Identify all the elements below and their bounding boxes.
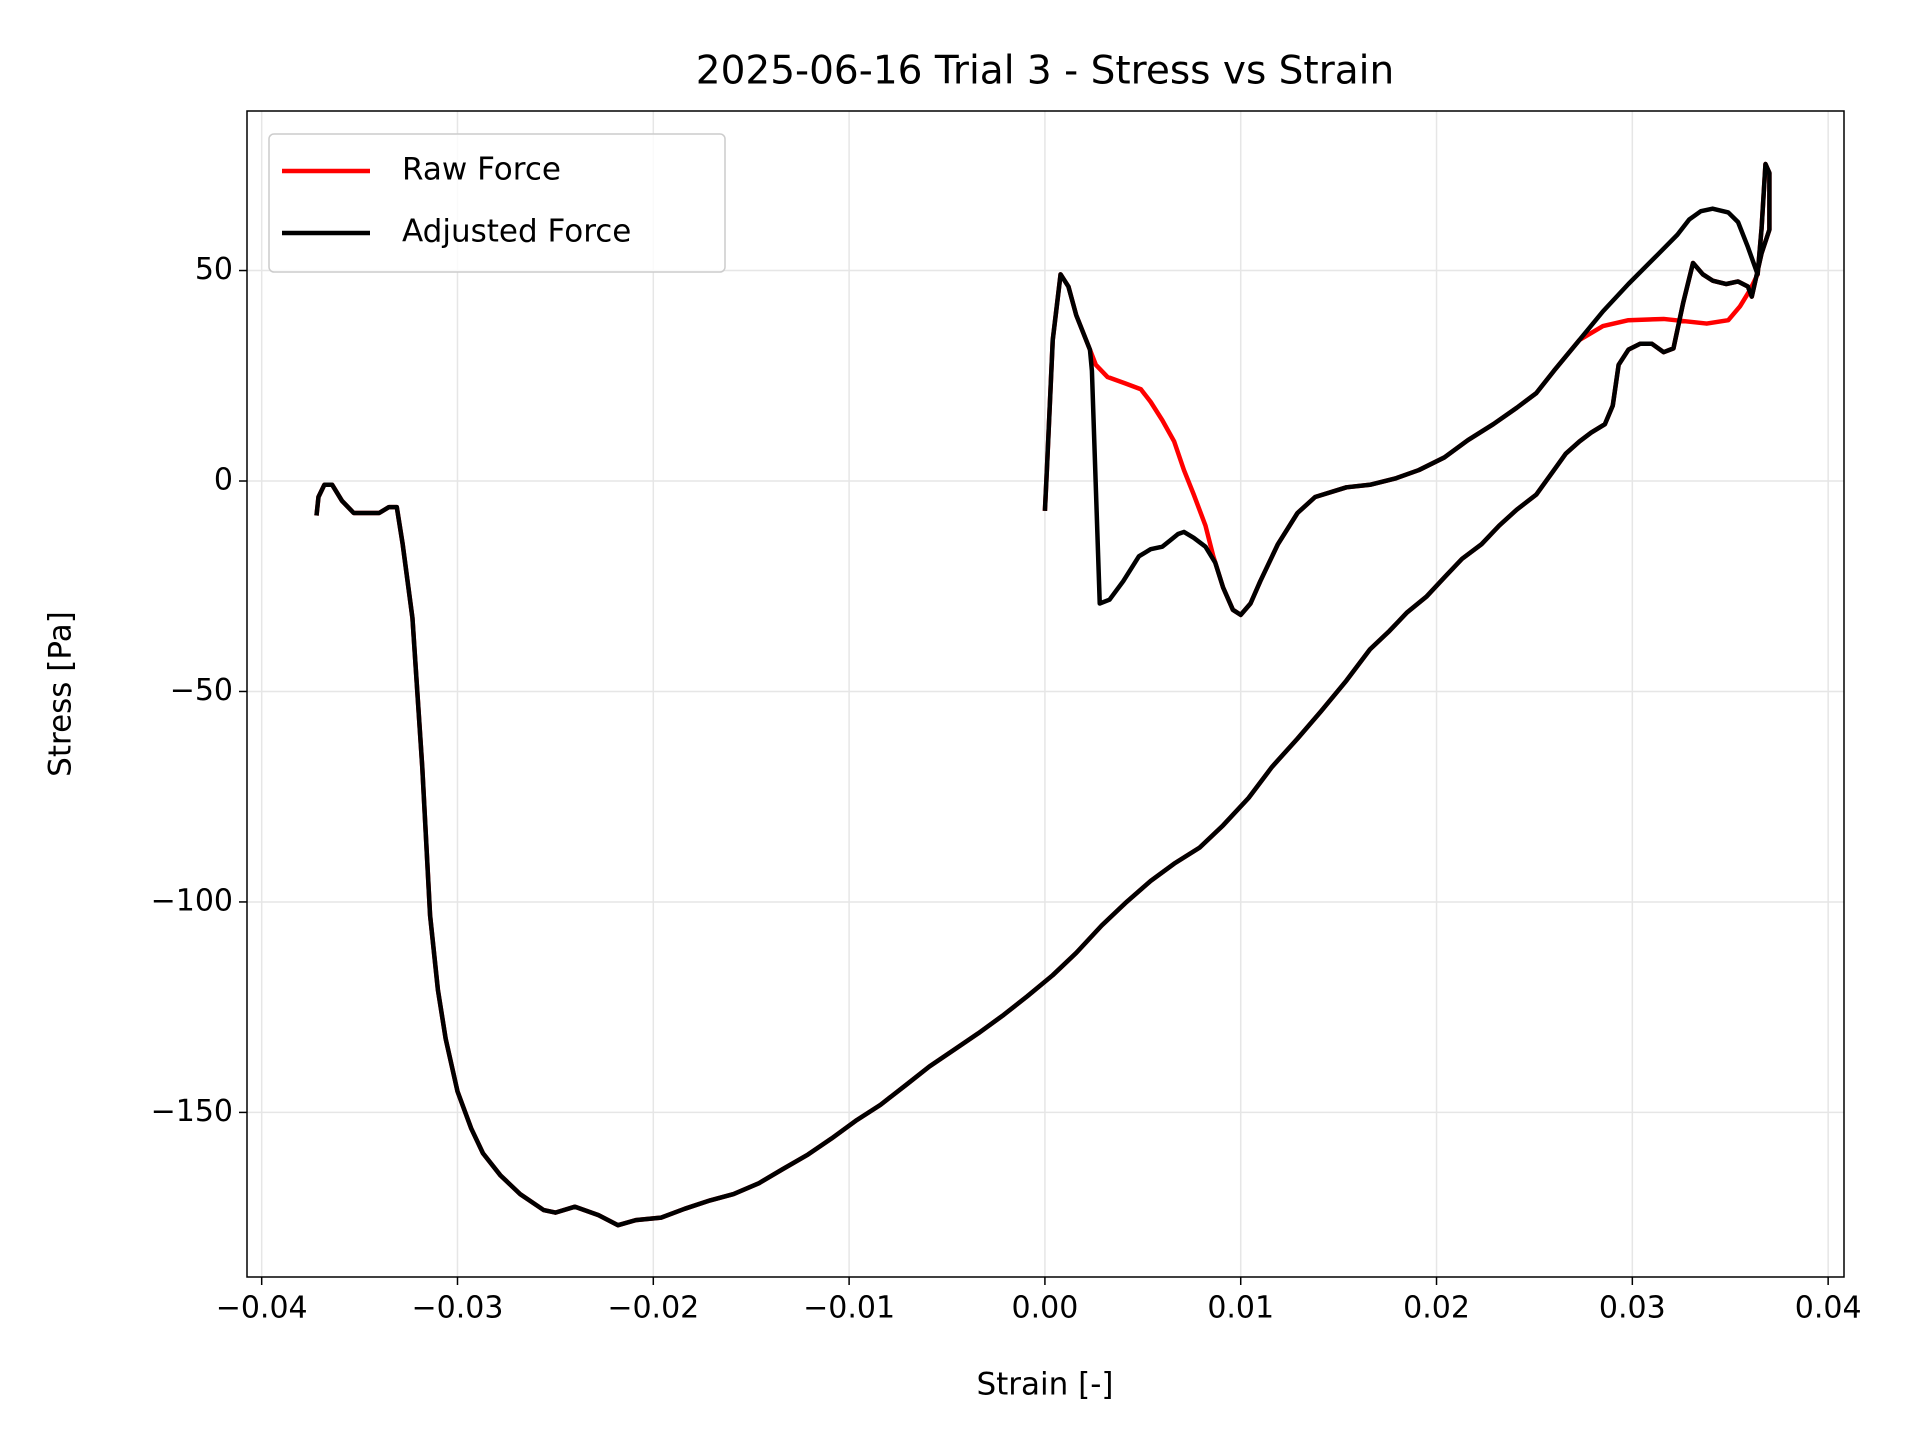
x-tick-label: 0.03 — [1599, 1291, 1666, 1326]
plot-lines — [314, 161, 1772, 1228]
x-tick-label: −0.02 — [607, 1291, 699, 1326]
legend: Raw Force Adjusted Force — [268, 133, 726, 273]
y-axis-label: Stress [Pa] — [43, 611, 79, 777]
x-tick-label: 0.02 — [1403, 1291, 1470, 1326]
grid — [247, 111, 1844, 1277]
legend-label: Adjusted Force — [402, 214, 631, 250]
x-axis-label: Strain [-] — [976, 1367, 1113, 1403]
y-tick-label: −100 — [151, 883, 233, 918]
x-tick-label: −0.04 — [216, 1291, 308, 1326]
x-tick-label: 0.04 — [1795, 1291, 1862, 1326]
x-tick-label: 0.00 — [1012, 1291, 1079, 1326]
y-tick-label: −150 — [151, 1094, 233, 1129]
x-tick-label: 0.01 — [1207, 1291, 1274, 1326]
y-tick-label: 0 — [214, 463, 233, 498]
y-tick-label: 50 — [195, 252, 233, 287]
chart-title: 2025-06-16 Trial 3 - Stress vs Strain — [696, 49, 1394, 94]
legend-box — [268, 133, 726, 273]
x-tick-label: −0.01 — [803, 1291, 895, 1326]
legend-label: Raw Force — [402, 152, 561, 188]
axes: −0.04 −0.03 −0.02 −0.01 0.00 0.01 0.02 0.03 0.04… — [151, 110, 1862, 1326]
series-line — [314, 161, 1772, 1228]
plot-frame — [246, 110, 1845, 1278]
x-tick-label: −0.03 — [412, 1291, 504, 1326]
y-tick-label: −50 — [170, 673, 233, 708]
